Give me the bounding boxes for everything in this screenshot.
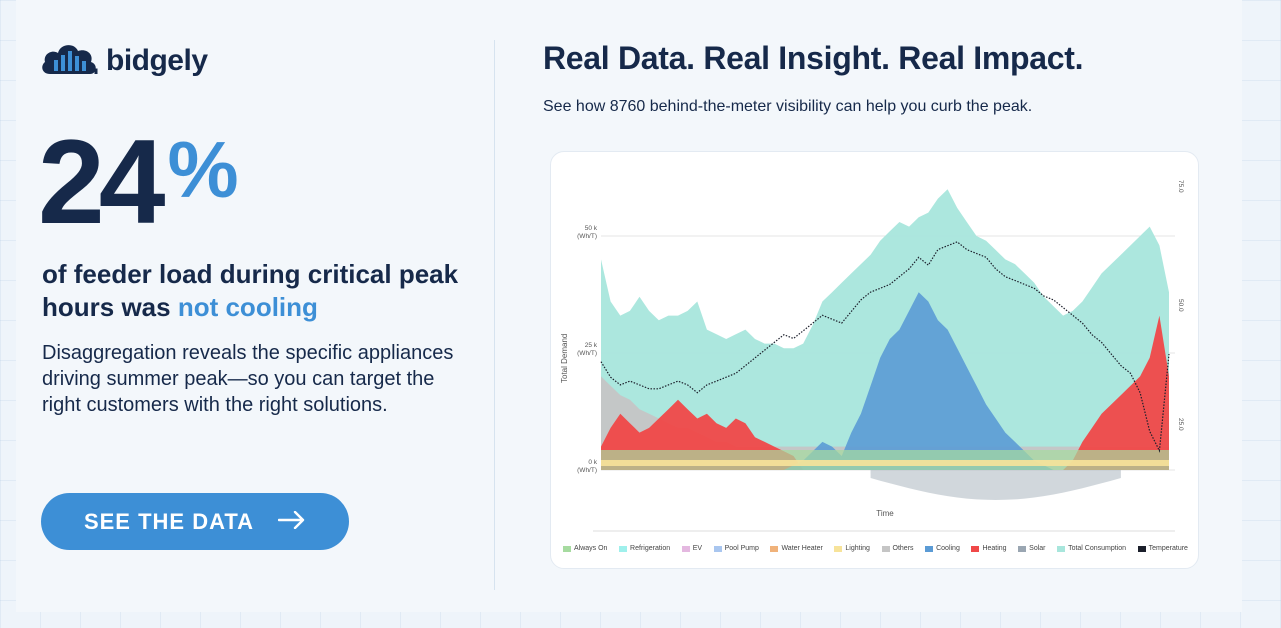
series-area-cooling [601,292,1169,470]
legend-label: EV [692,545,703,552]
legend-label: Water Heater [781,545,823,552]
legend-item[interactable]: Heating [971,545,1007,552]
legend-label: Solar [1029,545,1046,552]
x-axis-label: Time [876,509,894,518]
legend-swatch [1057,545,1066,552]
demand-chart: 50 k(Wh/T)25 k(Wh/T)0 k(Wh/T)75.050.025.… [560,180,1184,532]
y-tick-unit: (Wh/T) [577,233,597,240]
legend-item[interactable]: Refrigeration [619,545,670,552]
y-tick-label: 50 k [585,225,598,232]
legend-label: Lighting [845,545,870,552]
legend-label: Heating [982,545,1007,552]
series-area-solar [870,470,1121,500]
y2-tick-label: 75.0 [1177,180,1184,193]
see-the-data-button[interactable]: SEE THE DATA [41,493,349,550]
series-area-lighting [601,460,1169,466]
series-area-heating [601,315,1169,470]
brand-name: bidgely [106,43,208,77]
series-area-total-consumption [601,189,1169,470]
arrow-right-icon [277,509,306,535]
y-axis-label: Total Demand [560,334,569,383]
stat-suffix: % [167,125,239,214]
legend-label: Refrigeration [630,545,671,552]
legend-item[interactable]: Solar [1018,545,1046,552]
legend-label: Always On [574,545,608,552]
cta-label: SEE THE DATA [83,508,255,534]
legend-item[interactable]: Always On [563,545,607,552]
y-tick-label: 25 k [585,342,598,349]
chart-axes: 50 k(Wh/T)25 k(Wh/T)0 k(Wh/T)75.050.025.… [560,180,1184,532]
y-tick-unit: (Wh/T) [577,350,597,357]
chart-card: 50 k (Wh/T) 25 k (Wh/T) 0 k (Wh/T) 75.0 50.0 25.… [550,151,1199,569]
legend-item[interactable]: Others [881,545,914,552]
legend-item[interactable]: EV [681,545,703,552]
legend-label: Pool Pump [724,545,759,552]
legend-swatch [834,545,843,552]
legend-swatch [881,545,890,552]
y-tick-unit: (Wh/T) [577,467,597,474]
legend-item[interactable]: Total Consumption [1057,545,1126,552]
legend-item[interactable]: Lighting [834,545,870,552]
body-text: Disaggregation reveals the specific appl… [42,342,454,416]
legend-item[interactable]: Temperature [1137,545,1188,552]
legend-swatch [770,545,779,552]
legend-swatch [681,545,690,552]
legend-label: Temperature [1148,545,1188,552]
legend-swatch [925,545,934,552]
cloud-bars-icon [40,40,102,81]
page-title: Real Data. Real Insight. Real Impact. [543,40,1084,76]
legend-item[interactable]: Pool Pump [713,545,759,552]
y-tick-label: 0 k [588,459,597,466]
legend-swatch [713,545,722,552]
legend-label: Total Consumption [1068,545,1127,552]
brand-logo[interactable]: bidgely [40,40,208,81]
legend-swatch [1137,545,1146,552]
panel-divider [494,40,495,590]
page-subtitle: See how 8760 behind-the-meter visibility… [543,98,1033,115]
legend-label: Cooling [936,545,960,552]
headline-text: of feeder load during critical peak hour… [42,259,459,322]
y2-tick-label: 25.0 [1177,418,1184,431]
chart-areas [600,189,1170,500]
legend-swatch [1018,545,1027,552]
legend-label: Others [892,545,914,552]
big-stat: 24 % [38,122,239,242]
series-line-temperature [600,241,1170,453]
legend-swatch [619,545,628,552]
legend-swatch [971,545,980,552]
stat-number: 24 [38,115,166,249]
legend-item[interactable]: Water Heater [770,545,823,552]
headline-accent: not cooling [177,292,318,322]
legend-item[interactable]: Cooling [925,545,960,552]
legend-swatch [563,545,571,552]
chart-legend: Always On Refrigeration EV Pool Pump Water H… [563,545,1188,552]
y2-tick-label: 50.0 [1177,299,1184,312]
stat-headline: of feeder load during critical peak hour… [42,258,472,324]
